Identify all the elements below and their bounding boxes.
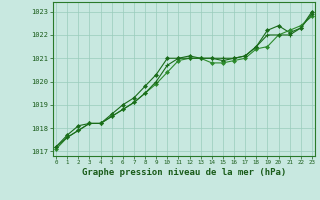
X-axis label: Graphe pression niveau de la mer (hPa): Graphe pression niveau de la mer (hPa): [82, 168, 286, 177]
